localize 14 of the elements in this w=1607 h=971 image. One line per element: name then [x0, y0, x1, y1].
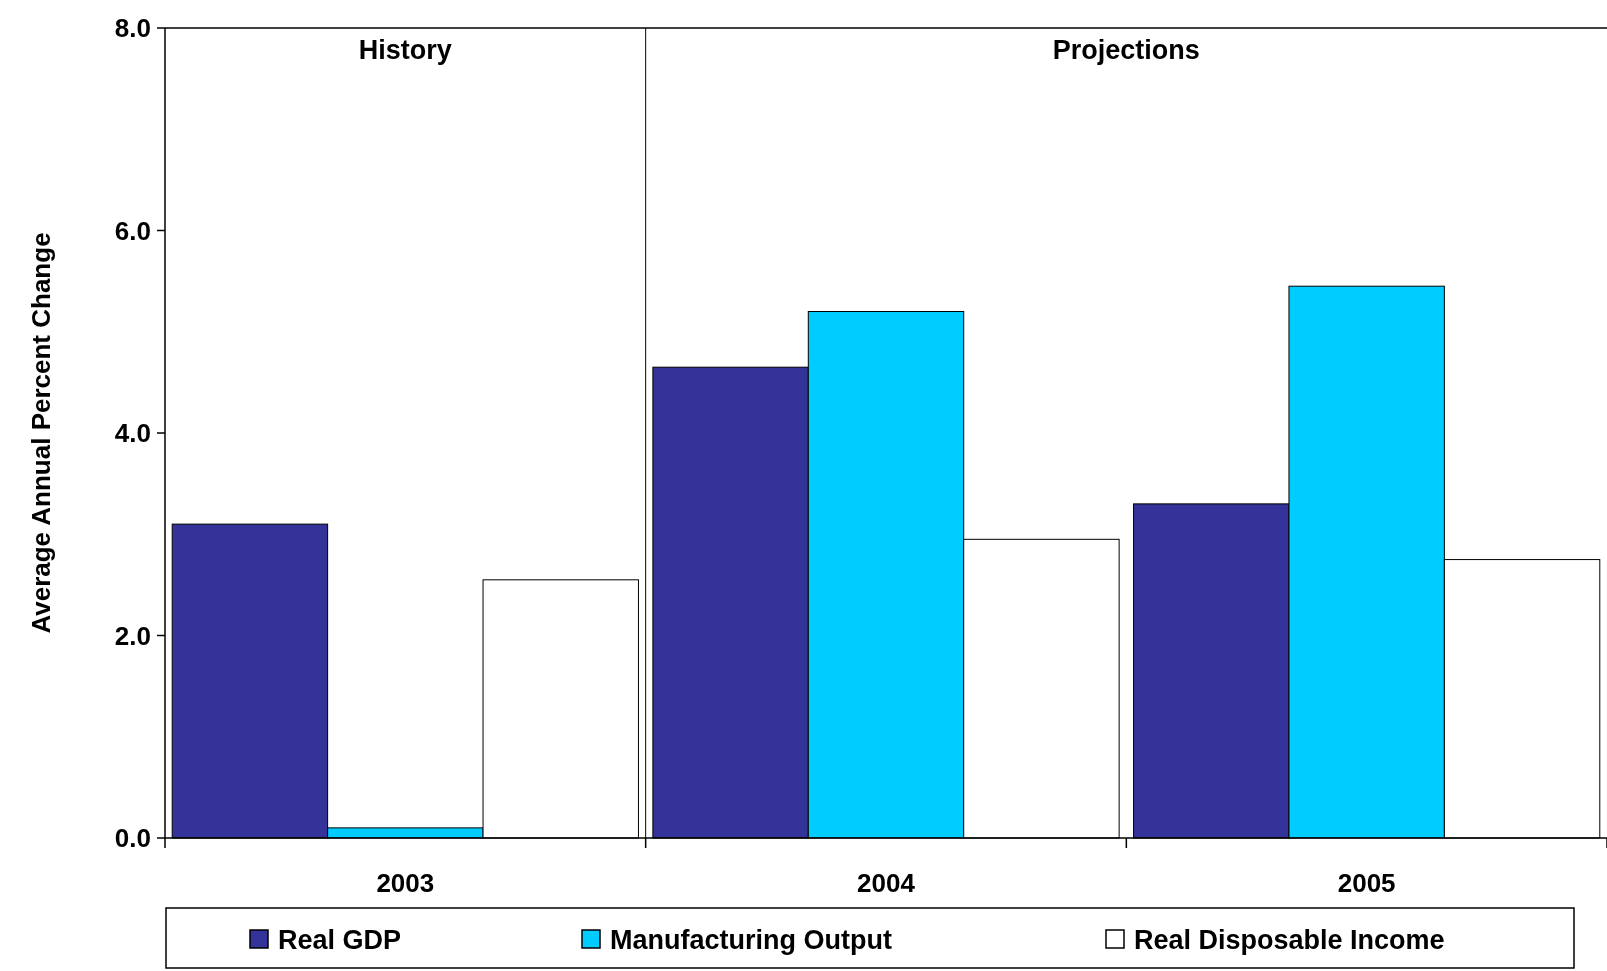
- y-tick-label: 6.0: [114, 215, 151, 246]
- annotation: Projections: [1052, 35, 1200, 65]
- legend-label: Real Disposable Income: [1134, 925, 1445, 955]
- y-axis-title: Average Annual Percent Change: [26, 232, 56, 634]
- y-tick-label: 4.0: [114, 418, 151, 448]
- y-tick-label: 2.0: [114, 620, 151, 651]
- x-tick-label: 2004: [857, 868, 916, 898]
- legend-label: Real GDP: [278, 925, 402, 955]
- y-tick-label: 0.0: [114, 823, 151, 853]
- x-tick-label: 2003: [376, 868, 435, 898]
- y-tick-label: 8.0: [114, 13, 151, 43]
- x-tick-label: 2005: [1337, 868, 1396, 898]
- annotation: History: [358, 35, 452, 65]
- legend-label: Manufacturing Output: [610, 925, 892, 955]
